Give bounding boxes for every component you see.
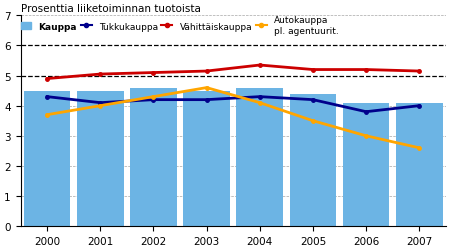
Bar (343, 103, 390, 226)
Bar (183, 91, 230, 226)
Bar (396, 103, 443, 226)
Bar (24, 91, 71, 226)
Bar (130, 88, 177, 226)
Bar (236, 88, 283, 226)
Bar (77, 91, 124, 226)
Text: Prosenttia liiketoiminnan tuotoista: Prosenttia liiketoiminnan tuotoista (21, 4, 200, 14)
Legend: Kauppa, Tukkukauppa, Vähittäiskauppa, Autokauppa
pl. agentuurit.: Kauppa, Tukkukauppa, Vähittäiskauppa, Au… (21, 16, 338, 36)
Bar (289, 94, 336, 226)
